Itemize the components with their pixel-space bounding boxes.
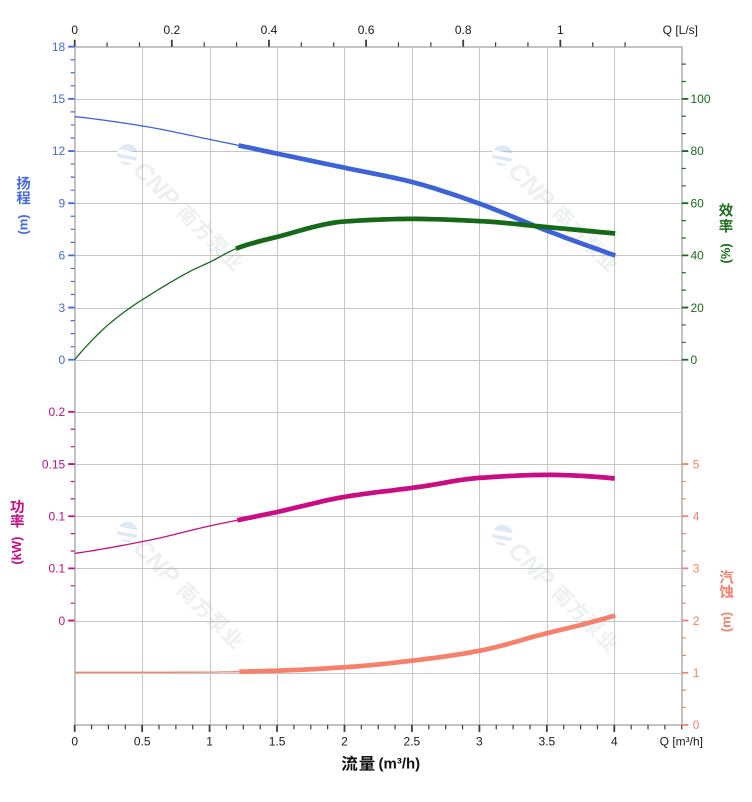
svg-text:0: 0	[693, 718, 700, 732]
svg-text:0: 0	[71, 735, 78, 749]
svg-text:80: 80	[691, 144, 705, 158]
svg-text:0: 0	[59, 614, 66, 628]
svg-text:15: 15	[52, 92, 66, 106]
svg-text:0.2: 0.2	[163, 23, 180, 37]
svg-text:0: 0	[59, 353, 66, 367]
svg-text:0: 0	[71, 23, 78, 37]
svg-text:0.15: 0.15	[42, 457, 66, 471]
svg-text:1: 1	[206, 735, 213, 749]
svg-text:40: 40	[691, 249, 705, 263]
svg-text:0.2: 0.2	[49, 405, 66, 419]
svg-text:(m): (m)	[15, 214, 30, 234]
svg-text:0.1: 0.1	[49, 509, 66, 523]
svg-text:Q [L/s]: Q [L/s]	[663, 23, 698, 37]
svg-text:0.4: 0.4	[261, 23, 278, 37]
svg-text:9: 9	[59, 196, 66, 210]
svg-text:2: 2	[693, 614, 700, 628]
svg-text:0.6: 0.6	[358, 23, 375, 37]
svg-text:Q [m³/h]: Q [m³/h]	[660, 735, 703, 749]
svg-text:100: 100	[691, 92, 711, 106]
svg-text:(kW): (kW)	[9, 537, 24, 565]
svg-text:3: 3	[59, 301, 66, 315]
svg-text:2: 2	[341, 735, 348, 749]
svg-text:0: 0	[691, 353, 698, 367]
svg-text:60: 60	[691, 196, 705, 210]
svg-text:3: 3	[476, 735, 483, 749]
svg-text:0.1: 0.1	[49, 562, 66, 576]
svg-text:1.5: 1.5	[269, 735, 286, 749]
svg-text:1: 1	[693, 666, 700, 680]
svg-text:1: 1	[557, 23, 564, 37]
svg-text:2.5: 2.5	[404, 735, 421, 749]
svg-text:0.8: 0.8	[455, 23, 472, 37]
svg-text:12: 12	[52, 144, 66, 158]
svg-text:5: 5	[693, 457, 700, 471]
svg-text:(m): (m)	[718, 612, 733, 632]
svg-text:(m³/h): (m³/h)	[379, 756, 421, 773]
svg-text:18: 18	[52, 40, 66, 54]
svg-text:0.5: 0.5	[134, 735, 151, 749]
svg-text:4: 4	[611, 735, 618, 749]
svg-text:3: 3	[693, 562, 700, 576]
svg-text:20: 20	[691, 301, 705, 315]
svg-text:3.5: 3.5	[539, 735, 556, 749]
svg-text:6: 6	[59, 249, 66, 263]
svg-text:4: 4	[693, 509, 700, 523]
svg-text:(%): (%)	[718, 243, 733, 263]
